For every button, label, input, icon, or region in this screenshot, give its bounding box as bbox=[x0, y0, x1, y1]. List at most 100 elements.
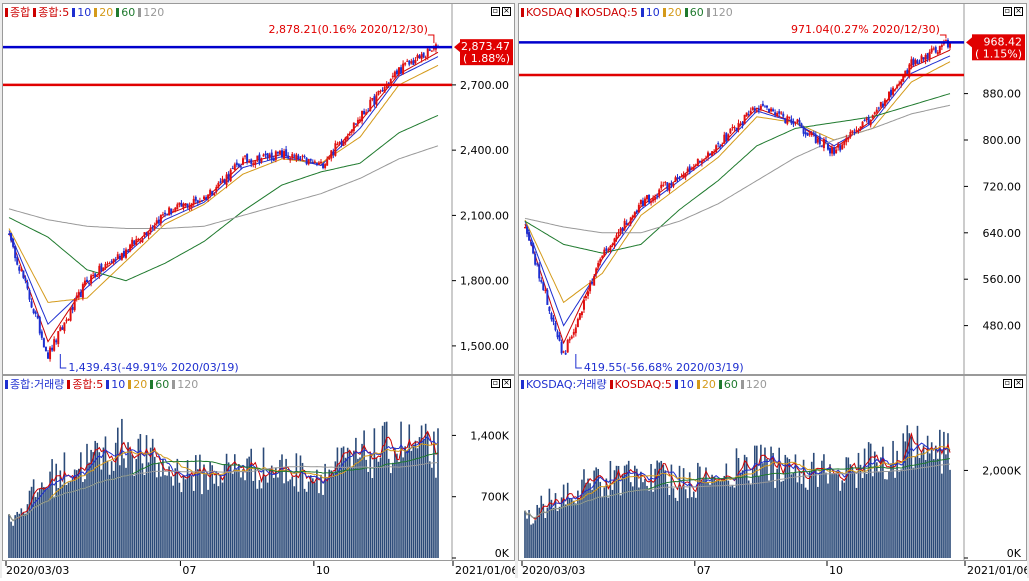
volume-bar bbox=[248, 456, 250, 558]
candle-body bbox=[788, 116, 791, 118]
volume-bar bbox=[581, 479, 583, 558]
volume-bar bbox=[670, 464, 673, 558]
price-legend-item[interactable]: 20 bbox=[662, 6, 682, 19]
price-legend-item[interactable]: KOSDAQ bbox=[521, 6, 573, 19]
volume-bar bbox=[80, 452, 82, 558]
price-legend-item[interactable]: 종합 bbox=[5, 6, 30, 19]
volume-legend-item[interactable]: 10 bbox=[674, 378, 694, 391]
candle-body bbox=[898, 83, 901, 85]
candle-body bbox=[676, 177, 679, 180]
volume-bar bbox=[307, 481, 310, 558]
volume-bar bbox=[902, 433, 905, 558]
legend-marker-icon bbox=[706, 8, 710, 17]
date-tick-label: 10 bbox=[829, 564, 843, 577]
candle-body bbox=[430, 50, 433, 52]
candle-body bbox=[826, 143, 829, 150]
volume-bar bbox=[607, 497, 610, 558]
volume-bar bbox=[636, 468, 638, 558]
volume-bar bbox=[392, 462, 394, 558]
volume-bar bbox=[137, 438, 140, 558]
candle-body bbox=[176, 204, 179, 210]
volume-bar bbox=[437, 428, 439, 558]
price-legend-item[interactable]: 종합:5 bbox=[33, 6, 69, 19]
candle-body bbox=[538, 264, 541, 279]
candle-body bbox=[244, 155, 247, 157]
volume-legend-item[interactable]: 20 bbox=[128, 378, 147, 391]
volume-bar bbox=[863, 448, 866, 558]
volume-bar bbox=[847, 457, 850, 558]
volume-bar bbox=[812, 452, 815, 558]
candle-body bbox=[250, 159, 253, 164]
candle-body bbox=[540, 280, 543, 282]
volume-bar bbox=[277, 477, 279, 558]
volume-bar bbox=[861, 478, 864, 558]
price-legend-item[interactable]: 60 bbox=[684, 6, 704, 19]
volume-legend-item[interactable]: 60 bbox=[718, 378, 738, 391]
close-icon[interactable]: × bbox=[1014, 378, 1023, 388]
candle-body bbox=[180, 202, 183, 207]
volume-bar bbox=[644, 478, 646, 558]
kospi-volume-pane[interactable]: 종합:거래량 종합:5 10 20 60 120 ▫ × 1,400K 700K 0K bbox=[2, 375, 515, 561]
volume-bar bbox=[532, 523, 534, 558]
close-icon[interactable]: × bbox=[502, 378, 511, 388]
volume-legend-item[interactable]: 종합:5 bbox=[67, 378, 103, 391]
volume-bar bbox=[579, 498, 581, 558]
candle-body bbox=[585, 296, 588, 299]
current-price-box bbox=[972, 34, 1025, 61]
volume-legend-item[interactable]: 120 bbox=[740, 378, 767, 391]
candle-body bbox=[235, 162, 238, 166]
volume-bar bbox=[424, 423, 427, 558]
close-icon[interactable]: × bbox=[1014, 6, 1023, 16]
candle-body bbox=[914, 59, 917, 65]
volume-legend-item[interactable]: 20 bbox=[696, 378, 716, 391]
price-legend-item[interactable]: KOSDAQ:5 bbox=[575, 6, 638, 19]
price-legend-item[interactable]: 10 bbox=[640, 6, 660, 19]
volume-bar bbox=[603, 487, 606, 558]
maximize-icon[interactable]: ▫ bbox=[1003, 378, 1012, 388]
candle-body bbox=[735, 127, 738, 132]
volume-legend-item[interactable]: KOSDAQ:거래량 bbox=[521, 378, 607, 391]
volume-bar bbox=[680, 487, 683, 558]
candle-body bbox=[92, 274, 95, 276]
kospi-price-pane[interactable]: 종합 종합:5 10 20 60 120 ▫ × 2,700.00 2,400.00 2,100… bbox=[2, 3, 515, 375]
volume-tick-label: 1,400K bbox=[470, 429, 509, 442]
volume-bar bbox=[888, 471, 890, 558]
kosdaq-price-pane[interactable]: KOSDAQ KOSDAQ:5 10 20 60 120 ▫ × 880.00 800.00 7… bbox=[518, 3, 1027, 375]
price-legend-item[interactable]: 120 bbox=[138, 6, 164, 19]
volume-bar bbox=[26, 504, 29, 558]
volume-bar bbox=[908, 433, 911, 558]
price-legend-item[interactable]: 20 bbox=[94, 6, 113, 19]
candle-body bbox=[106, 263, 109, 265]
candle-body bbox=[313, 161, 316, 163]
volume-legend-item[interactable]: 10 bbox=[106, 378, 125, 391]
candle-body bbox=[207, 194, 210, 199]
volume-bar bbox=[833, 473, 835, 558]
volume-bar bbox=[786, 457, 789, 558]
volume-bar bbox=[638, 487, 640, 558]
price-legend-item[interactable]: 60 bbox=[116, 6, 135, 19]
close-icon[interactable]: × bbox=[502, 6, 511, 16]
candle-body bbox=[759, 105, 762, 110]
price-tick-label: 800.00 bbox=[983, 134, 1022, 147]
candle-body bbox=[342, 141, 345, 147]
candle-body bbox=[635, 210, 638, 213]
volume-bar bbox=[402, 457, 404, 558]
volume-bar bbox=[676, 500, 679, 558]
volume-legend-item[interactable]: KOSDAQ:5 bbox=[609, 378, 672, 391]
volume-legend-item[interactable]: 120 bbox=[172, 378, 198, 391]
volume-bar bbox=[242, 469, 244, 558]
volume-legend-item[interactable]: 종합:거래량 bbox=[5, 378, 64, 391]
price-legend-item[interactable]: 10 bbox=[72, 6, 91, 19]
candle-body bbox=[684, 173, 687, 177]
candle-body bbox=[420, 54, 423, 60]
maximize-icon[interactable]: ▫ bbox=[1003, 6, 1012, 16]
volume-bar bbox=[133, 475, 136, 558]
price-tick-label: 720.00 bbox=[983, 180, 1022, 193]
candle-body bbox=[412, 60, 415, 65]
volume-legend-item[interactable]: 60 bbox=[150, 378, 169, 391]
price-legend-item[interactable]: 120 bbox=[706, 6, 733, 19]
maximize-icon[interactable]: ▫ bbox=[491, 378, 500, 388]
volume-bar bbox=[552, 507, 555, 558]
maximize-icon[interactable]: ▫ bbox=[491, 6, 500, 16]
kosdaq-volume-pane[interactable]: KOSDAQ:거래량 KOSDAQ:5 10 20 60 120 ▫ × 2,000K 0K bbox=[518, 375, 1027, 561]
